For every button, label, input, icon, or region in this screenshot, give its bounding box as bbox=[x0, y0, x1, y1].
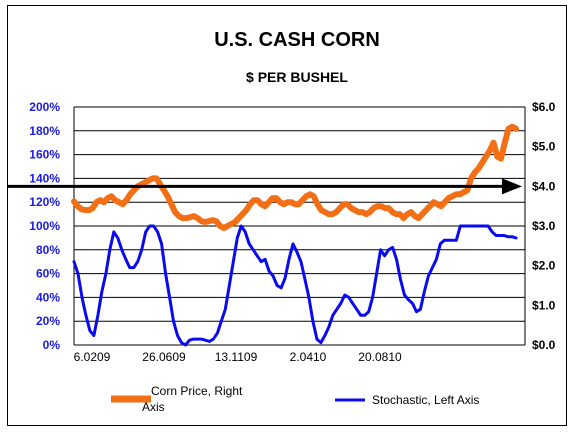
left-tick-label: 140% bbox=[29, 171, 60, 185]
x-tick-label: 13.1109 bbox=[215, 350, 258, 364]
right-axis-ticks: $0.0 $1.0 $2.0 $3.0 $4.0 $5.0 $6.0 bbox=[532, 100, 556, 352]
chart-title: U.S. CASH CORN bbox=[214, 29, 380, 51]
series-layer bbox=[71, 123, 519, 347]
x-tick-label: 2.0410 bbox=[290, 350, 327, 364]
x-tick-label: 20.0810 bbox=[358, 350, 402, 364]
chart-subtitle: $ PER BUSHEL bbox=[246, 69, 348, 85]
right-tick-label: $3.0 bbox=[532, 219, 556, 233]
right-tick-label: $2.0 bbox=[532, 259, 556, 273]
right-tick-label: $0.0 bbox=[532, 338, 556, 352]
left-tick-label: 80% bbox=[36, 243, 60, 257]
left-tick-label: 60% bbox=[36, 267, 60, 281]
x-axis-ticks: 6.0209 26.0609 13.1109 2.0410 20.0810 bbox=[74, 350, 402, 364]
left-tick-label: 200% bbox=[29, 100, 60, 114]
legend-label-stochastic: Stochastic, Left Axis bbox=[372, 393, 479, 407]
left-tick-label: 180% bbox=[29, 124, 60, 138]
stochastic-line bbox=[72, 224, 518, 347]
legend-label-corn-1: Corn Price, Right bbox=[151, 384, 243, 398]
annotation-layer bbox=[8, 178, 522, 195]
annotation-arrow-head bbox=[502, 178, 522, 195]
chart-frame: U.S. CASH CORN $ PER BUSHEL 0% 20% 40% 60% 8… bbox=[7, 5, 567, 426]
x-tick-label: 6.0209 bbox=[74, 350, 111, 364]
corn-price-line bbox=[71, 123, 519, 231]
left-tick-label: 100% bbox=[29, 219, 60, 233]
legend: Corn Price, Right Axis Stochastic, Left … bbox=[111, 384, 479, 414]
right-tick-label: $1.0 bbox=[532, 298, 556, 312]
left-tick-label: 40% bbox=[36, 290, 60, 304]
grid-lines bbox=[73, 106, 526, 346]
left-axis-ticks: 0% 20% 40% 60% 80% 100% 120% 140% 160% 180% 200% bbox=[29, 100, 60, 352]
left-tick-label: 20% bbox=[36, 314, 60, 328]
right-tick-label: $4.0 bbox=[532, 179, 556, 193]
left-tick-label: 0% bbox=[43, 338, 61, 352]
left-tick-label: 160% bbox=[29, 148, 60, 162]
left-tick-label: 120% bbox=[29, 195, 60, 209]
x-tick-label: 26.0609 bbox=[142, 350, 186, 364]
chart-svg: U.S. CASH CORN $ PER BUSHEL 0% 20% 40% 60% 8… bbox=[8, 29, 556, 414]
right-tick-label: $6.0 bbox=[532, 100, 556, 114]
legend-label-corn-2: Axis bbox=[142, 400, 165, 414]
right-tick-label: $5.0 bbox=[532, 140, 556, 154]
